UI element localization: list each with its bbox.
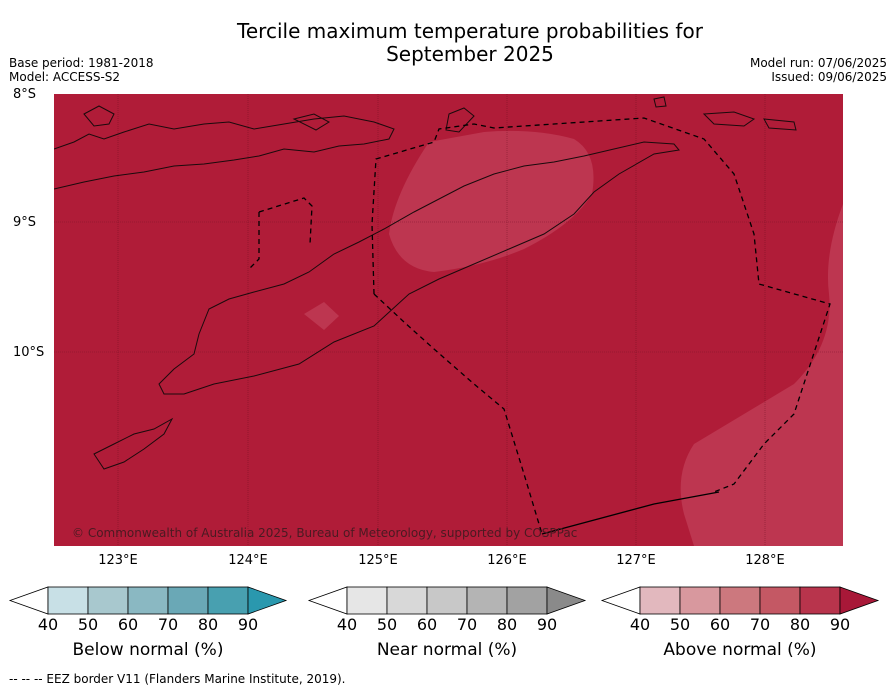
- lon-label-124e: 124°E: [228, 553, 268, 568]
- light-zone-small: [304, 302, 339, 330]
- colorbar-below-segment: [47, 586, 89, 615]
- colorbars: [8, 586, 880, 615]
- island-3: [702, 111, 756, 127]
- colorbar-near-segment: [386, 586, 428, 615]
- graticule: [54, 94, 843, 546]
- eez-2: [248, 212, 260, 270]
- colorbar-near-low-arrow: [307, 586, 348, 615]
- eez-borders: [248, 117, 831, 535]
- colorbar-near-segment: [346, 586, 388, 615]
- lon-label-126e: 126°E: [487, 553, 527, 568]
- island-5: [653, 96, 667, 108]
- colorbar-above-tick: 90: [829, 615, 851, 634]
- colorbar-near-tick: 90: [536, 615, 558, 634]
- colorbar-above-segment: [639, 586, 681, 615]
- forecast-map: © Commonwealth of Australia 2025, Bureau…: [54, 94, 843, 546]
- lon-label-123e: 123°E: [98, 553, 138, 568]
- eez-solid-segment: [541, 491, 720, 535]
- meta-left: Base period: 1981-2018 Model: ACCESS-S2: [9, 56, 154, 84]
- light-zone-timor: [389, 130, 594, 272]
- eez-timor-east: [371, 117, 831, 493]
- lat-label-10s: 10°S: [13, 345, 45, 360]
- base-period-text: Base period: 1981-2018: [9, 56, 154, 70]
- colorbar-near-tick: 60: [416, 615, 438, 634]
- colorbar-below-low-arrow: [8, 586, 49, 615]
- title-line-1: Tercile maximum temperature probabilitie…: [237, 19, 703, 43]
- timor-coast: [158, 141, 680, 395]
- eez-legend-note: -- -- -- EEZ border V11 (Flanders Marine…: [9, 672, 346, 686]
- colorbar-above-high-arrow: [839, 586, 880, 615]
- lon-label-125e: 125°E: [358, 553, 398, 568]
- colorbar-below-segment: [167, 586, 209, 615]
- colorbar-near-segment: [466, 586, 508, 615]
- copyright-text: © Commonwealth of Australia 2025, Bureau…: [72, 526, 577, 540]
- colorbar-below-tick: 70: [157, 615, 179, 634]
- lat-label-8s: 8°S: [13, 87, 37, 102]
- issued-text: Issued: 09/06/2025: [771, 70, 887, 84]
- colorbar-above-segment: [759, 586, 801, 615]
- colorbar-near-tick: 70: [456, 615, 478, 634]
- colorbar-near-segment: [506, 586, 548, 615]
- colorbar-below-segment: [207, 586, 249, 615]
- colorbar-above-low-arrow: [600, 586, 641, 615]
- colorbar-above-tick: 50: [669, 615, 691, 634]
- colorbar-label-below: Below normal (%): [72, 640, 224, 660]
- colorbar-below-tick: 50: [77, 615, 99, 634]
- colorbar-below-segment: [87, 586, 129, 615]
- colorbar-above-tick: 40: [629, 615, 651, 634]
- light-zone-southeast: [680, 204, 843, 546]
- colorbar-near-tick: 80: [496, 615, 518, 634]
- title-line-2: September 2025: [386, 42, 554, 66]
- flores-coast: [54, 115, 395, 190]
- colorbar-near-segment: [426, 586, 468, 615]
- lat-label-9s: 9°S: [13, 215, 37, 230]
- colorbar-below-high-arrow: [247, 586, 288, 615]
- island-1: [83, 105, 115, 127]
- model-run-text: Model run: 07/06/2025: [749, 56, 887, 70]
- rote-coast: [93, 417, 174, 470]
- lon-label-127e: 127°E: [616, 553, 656, 568]
- island-2: [292, 113, 331, 131]
- model-text: Model: ACCESS-S2: [9, 70, 121, 84]
- colorbar-above-tick: 80: [789, 615, 811, 634]
- colorbar-below-tick: 40: [37, 615, 59, 634]
- colorbar-above-tick: 60: [709, 615, 731, 634]
- colorbar-label-near: Near normal (%): [376, 640, 518, 660]
- lon-label-128e: 128°E: [745, 553, 785, 568]
- colorbar-above-segment: [719, 586, 761, 615]
- meta-right: Model run: 07/06/2025 Issued: 09/06/2025: [750, 56, 887, 84]
- colorbar-above-tick: 70: [749, 615, 771, 634]
- colorbar-below-tick: 80: [197, 615, 219, 634]
- colorbar-below-tick: 60: [117, 615, 139, 634]
- chart-title: Tercile maximum temperature probabilitie…: [0, 20, 896, 66]
- island-4: [763, 118, 797, 131]
- colorbar-below-segment: [127, 586, 169, 615]
- colorbar-near-tick: 40: [336, 615, 358, 634]
- colorbar-near-tick: 50: [376, 615, 398, 634]
- colorbar-near-high-arrow: [546, 586, 587, 615]
- colorbar-above-segment: [799, 586, 841, 615]
- colorbar-above-segment: [679, 586, 721, 615]
- colorbar-below-tick: 90: [237, 615, 259, 634]
- colorbar-label-above: Above normal (%): [663, 640, 817, 660]
